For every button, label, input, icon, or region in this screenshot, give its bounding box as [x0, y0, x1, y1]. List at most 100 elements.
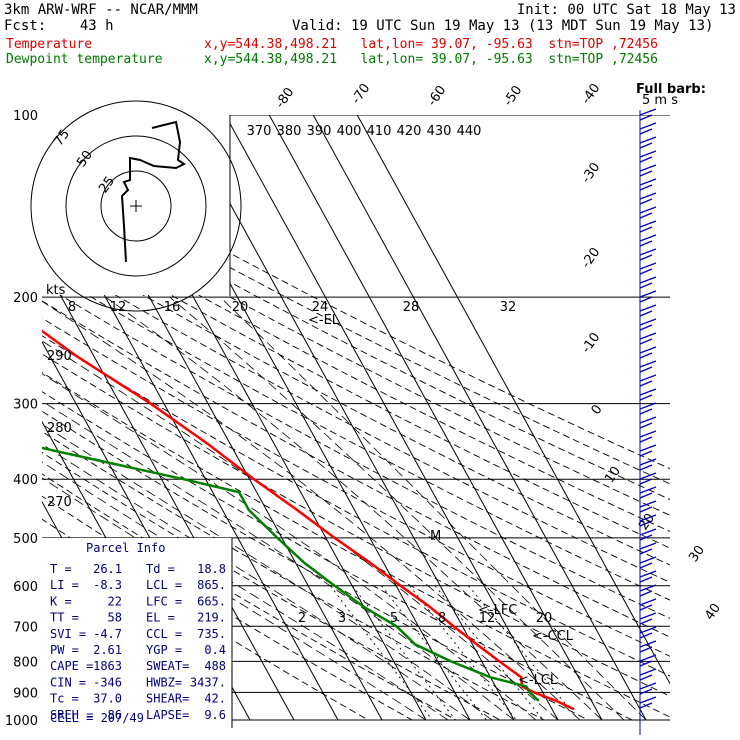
hodograph-speed-label: 24 [312, 300, 329, 315]
wind-barb-flag [639, 128, 653, 135]
wind-barb-flag [639, 366, 653, 373]
mixing-ratio-label: 8 [438, 611, 446, 626]
parcel-param-name: PW = [50, 643, 79, 657]
parcel-param-name: LI = [50, 578, 79, 592]
wind-barb-flag [639, 296, 653, 303]
theta-label: 430 [427, 124, 452, 139]
parcel-info-panel: Parcel Info T = 26.1 Td = 18.8 LI = -8.3 LCL = 8… [42, 538, 233, 728]
pressure-tick-label: 300 [13, 398, 38, 413]
wind-barb [639, 598, 657, 611]
hodograph-ring [100, 170, 172, 242]
isotherm-label: -70 [349, 81, 373, 107]
lcl-marker: <-LCL [518, 673, 558, 688]
parcel-param-name: TT = [50, 611, 79, 625]
parcel-param-name: EL = [146, 611, 175, 625]
wind-barb-flag [639, 164, 657, 172]
wind-barb [639, 458, 657, 471]
forecast-hour: Fcst: 43 h [4, 18, 114, 34]
isotherm-line [268, 115, 603, 721]
parcel-param-name: CCL = [146, 627, 182, 641]
wind-barb-flag [639, 220, 657, 228]
isotherm-line [312, 115, 647, 721]
wind-barb [639, 682, 657, 695]
wind-barb-flag [639, 360, 657, 368]
moist-adiabat-line [42, 340, 559, 721]
wind-barb-flag [639, 486, 657, 494]
parcel-param-value: 86 [108, 708, 122, 722]
moist-adiabat-line [42, 373, 537, 721]
wind-barb [639, 528, 657, 541]
moist-adiabat-line [42, 400, 515, 721]
init-time: Init: 00 UTC Sat 18 May 13 [516, 2, 736, 18]
parcel-param-value: -346 [93, 675, 122, 689]
wind-barb-flag [639, 212, 653, 219]
parcel-param-value: 42. [204, 692, 226, 706]
dry-adiabat-line [42, 317, 670, 657]
parcel-param-name: LAPSE= [146, 708, 189, 722]
parcel-param-name: YGP = [146, 643, 182, 657]
wind-barb-flag [639, 492, 653, 499]
pressure-tick-label: 100 [13, 109, 38, 124]
wind-barb-flag [639, 444, 657, 452]
wind-barb-flag [639, 374, 657, 382]
wind-barb-flag [639, 304, 657, 312]
wind-barb-flag [639, 332, 657, 340]
wind-barb-flag [639, 150, 657, 158]
mixing-ratio-label: 12 [479, 611, 496, 626]
isotherm-line [224, 115, 559, 721]
wind-barb [639, 416, 657, 429]
isotherm-label: 10 [602, 464, 624, 486]
moist-adiabat-line [42, 443, 471, 721]
pressure-tick-label: 600 [13, 580, 38, 595]
wind-barb-flag [639, 352, 653, 359]
dry-adiabat-line [42, 148, 670, 470]
parcel-param-value: -4.7 [93, 627, 122, 641]
wind-barb-flag [639, 108, 657, 116]
wind-barb-flag [639, 136, 657, 144]
wind-barb-flag [639, 408, 653, 415]
wind-barb-flag [639, 674, 653, 681]
isotherm-label: 0 [589, 402, 606, 417]
wind-barb [639, 444, 657, 457]
hodograph-ring [65, 135, 207, 277]
wind-barb-flag [639, 548, 653, 555]
diagram-grid [42, 115, 670, 721]
parcel-param-name: SVI = [50, 627, 86, 641]
pressure-tick-label: 700 [13, 620, 38, 635]
wind-barb [639, 626, 657, 639]
moist-adiabat-line [42, 423, 493, 721]
pressure-tick-label: 200 [13, 291, 38, 306]
dewpoint-location: x,y=544.38,498.21 lat,lon= 39.07, -95.63… [204, 52, 658, 67]
wind-barb-flag [639, 514, 657, 522]
wind-barb-flag [639, 576, 653, 583]
wind-barb-flag [639, 528, 657, 536]
mixing-ratio-label: 5 [390, 611, 398, 626]
wind-barb-flag [639, 640, 657, 648]
wind-barb-flag [639, 192, 657, 200]
sounding-curves [42, 329, 575, 711]
parcel-param-name: CIN = [50, 675, 86, 689]
parcel-param-value: 58 [108, 611, 122, 625]
mixing-ratio-label: 3 [338, 611, 346, 626]
parcel-param-value: 1863 [93, 659, 122, 673]
wind-barb [639, 206, 657, 219]
parcel-param-name: Tc = [50, 692, 79, 706]
moist-adiabat-line [105, 296, 603, 721]
wind-barb [639, 486, 657, 499]
wind-barb [639, 290, 657, 303]
wind-barb-flag [639, 430, 657, 438]
wind-barb-flag [639, 268, 653, 275]
parcel-param-name: SREH = [50, 708, 93, 722]
isotherm-label: -50 [501, 83, 525, 109]
wind-barb [639, 696, 657, 709]
parcel-param-value: 2.61 [93, 643, 122, 657]
wind-barb-flag [639, 226, 653, 233]
wind-barb [639, 500, 657, 513]
hodograph-speed-label: 28 [403, 300, 420, 315]
wind-barb-flag [639, 696, 657, 704]
mixing-ratio-line [409, 585, 517, 721]
dry-adiabat-line [42, 371, 670, 718]
wind-barb-flag [639, 282, 653, 289]
wind-barb-flag [639, 388, 657, 396]
theta-label: 390 [307, 124, 332, 139]
